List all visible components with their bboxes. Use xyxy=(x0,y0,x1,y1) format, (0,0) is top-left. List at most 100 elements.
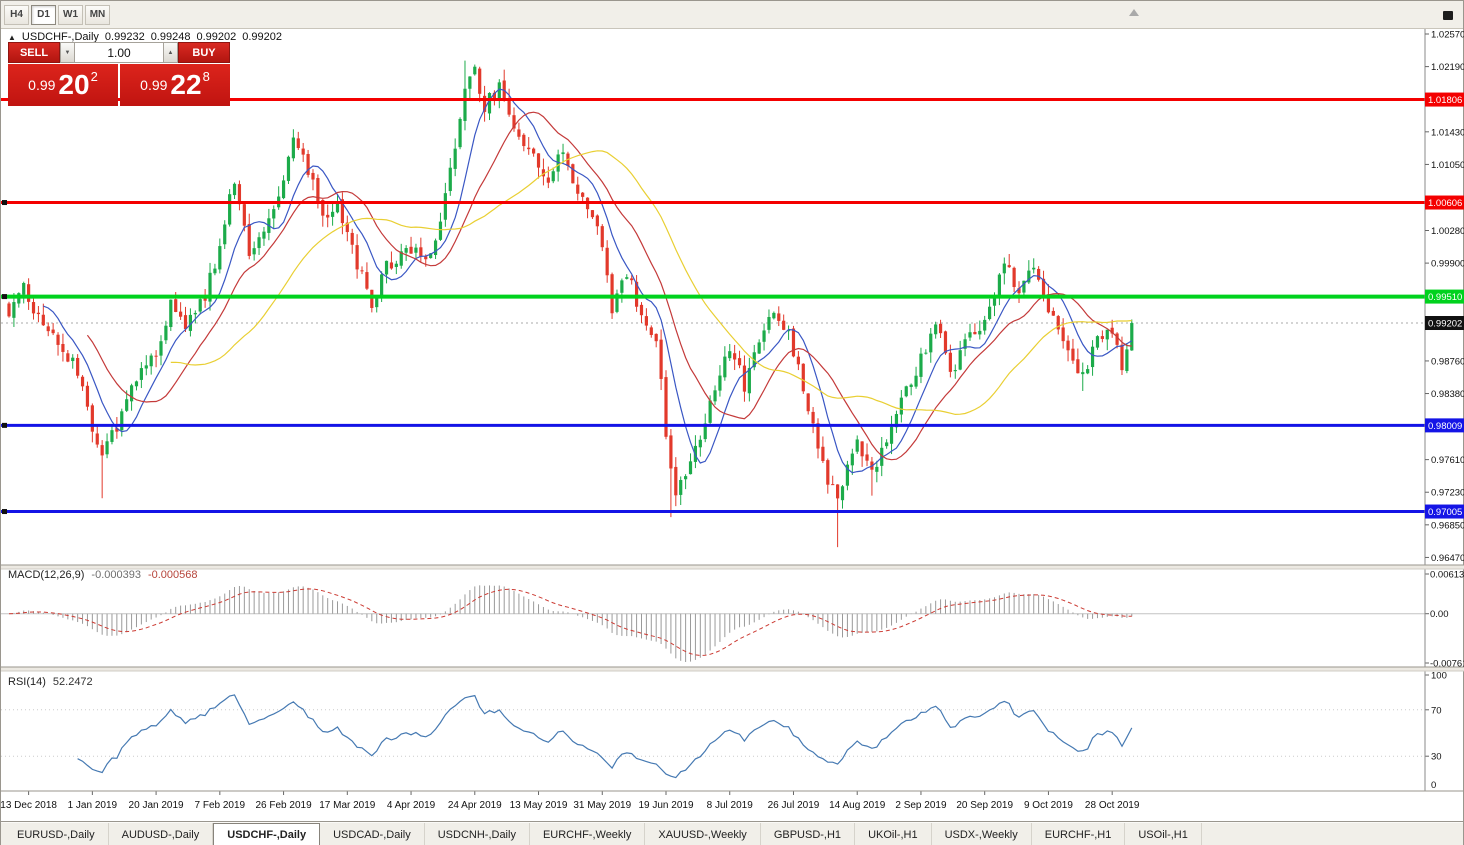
tab-ukoil-h1[interactable]: UKOil-,H1 xyxy=(855,823,932,845)
chart-shift-marker-icon[interactable] xyxy=(1129,9,1139,16)
sell-button[interactable]: SELL xyxy=(8,42,60,63)
macd-signal-line xyxy=(8,588,1132,656)
window-icon xyxy=(1443,10,1453,20)
open-value: 0.99232 xyxy=(104,31,145,43)
svg-text:2 Sep 2019: 2 Sep 2019 xyxy=(895,800,947,811)
tab-eurusd-daily[interactable]: EURUSD-,Daily xyxy=(4,823,109,845)
svg-text:0.98009: 0.98009 xyxy=(1428,421,1462,432)
volume-increase-button[interactable]: ▲ xyxy=(163,42,178,63)
rsi-value: 52.2472 xyxy=(52,676,93,688)
tab-usdcad-daily[interactable]: USDCAD-,Daily xyxy=(320,823,425,845)
svg-text:1.02570: 1.02570 xyxy=(1431,30,1464,41)
macd-label: MACD(12,26,9) -0.000393 -0.000568 xyxy=(8,569,198,581)
volume-decrease-button[interactable]: ▼ xyxy=(60,42,75,63)
one-click-controls: SELL ▼ ▲ BUY xyxy=(8,42,230,63)
tab-eurchf-h1[interactable]: EURCHF-,H1 xyxy=(1032,823,1126,845)
window-menu-button[interactable] xyxy=(1439,6,1457,24)
svg-text:100: 100 xyxy=(1431,671,1447,682)
tab-eurchf-weekly[interactable]: EURCHF-,Weekly xyxy=(530,823,646,845)
high-value: 0.99248 xyxy=(150,31,191,43)
svg-text:1.01430: 1.01430 xyxy=(1431,127,1464,138)
ma-34-line xyxy=(170,150,1132,416)
svg-text:17 Mar 2019: 17 Mar 2019 xyxy=(319,800,376,811)
chart-ohlc-line: ▲ USDCHF-,Daily 0.99232 0.99248 0.99202 … xyxy=(8,31,282,43)
chart-tabbar: EURUSD-,Daily AUDUSD-,Daily USDCHF-,Dail… xyxy=(1,822,1463,845)
svg-text:1 Jan 2019: 1 Jan 2019 xyxy=(68,800,118,811)
svg-text:0.96850: 0.96850 xyxy=(1431,520,1464,531)
svg-text:20 Sep 2019: 20 Sep 2019 xyxy=(956,800,1013,811)
main-price-pane xyxy=(1,60,1425,548)
tabbar-spacer xyxy=(1202,823,1463,845)
svg-text:30: 30 xyxy=(1431,752,1442,763)
rsi-indicator-name: RSI(14) xyxy=(8,676,46,688)
svg-text:31 May 2019: 31 May 2019 xyxy=(573,800,631,811)
triangle-up-icon: ▲ xyxy=(8,32,16,42)
macd-pane: 0.00613 0.00 -0.00761 xyxy=(1,570,1464,670)
svg-text:7 Feb 2019: 7 Feb 2019 xyxy=(195,800,246,811)
timeframe-w1-button[interactable]: W1 xyxy=(58,4,83,25)
buy-price-point: 8 xyxy=(202,69,210,84)
low-value: 0.99202 xyxy=(196,31,237,43)
tab-usoil-h1[interactable]: USOil-,H1 xyxy=(1125,823,1202,845)
rsi-pane: 100 70 30 0 xyxy=(1,671,1447,792)
chevron-up-icon: ▲ xyxy=(167,49,174,56)
svg-text:0.99900: 0.99900 xyxy=(1431,259,1464,270)
close-value: 0.99202 xyxy=(242,31,282,43)
svg-text:0.99510: 0.99510 xyxy=(1428,292,1462,303)
svg-text:13 Dec 2018: 13 Dec 2018 xyxy=(1,800,57,811)
tab-usdchf-daily[interactable]: USDCHF-,Daily xyxy=(213,823,321,845)
svg-text:1.01050: 1.01050 xyxy=(1431,160,1464,171)
ma-8-line xyxy=(43,88,1133,474)
svg-text:0.98380: 0.98380 xyxy=(1431,389,1464,400)
timeframe-toolbar: H4 D1 W1 MN xyxy=(1,1,1463,29)
macd-value: -0.000393 xyxy=(91,569,141,581)
price-axis: 1.02570 1.02190 1.01430 1.01050 1.00280 0.999… xyxy=(1424,29,1464,791)
buy-price-prefix: 0.99 xyxy=(140,77,168,93)
chart-region: 0.00613 0.00 -0.00761 100 70 30 0 1.02570 1.0219… xyxy=(1,29,1464,822)
buy-button[interactable]: BUY xyxy=(178,42,230,63)
sell-price-display[interactable]: 0.99 20 2 xyxy=(8,64,118,106)
svg-text:0.96470: 0.96470 xyxy=(1431,553,1464,564)
svg-text:26 Feb 2019: 26 Feb 2019 xyxy=(255,800,312,811)
timeframe-mn-button[interactable]: MN xyxy=(85,4,110,25)
chevron-down-icon: ▼ xyxy=(64,49,71,56)
svg-text:0.00613: 0.00613 xyxy=(1430,570,1464,581)
svg-text:-0.00761: -0.00761 xyxy=(1430,659,1464,670)
svg-text:4 Apr 2019: 4 Apr 2019 xyxy=(387,800,436,811)
tab-usdcnh-daily[interactable]: USDCNH-,Daily xyxy=(425,823,530,845)
tab-gbpusd-h1[interactable]: GBPUSD-,H1 xyxy=(761,823,856,845)
svg-text:13 May 2019: 13 May 2019 xyxy=(510,800,568,811)
svg-text:9 Oct 2019: 9 Oct 2019 xyxy=(1024,800,1073,811)
macd-histogram xyxy=(13,585,1133,663)
candles xyxy=(7,60,1134,548)
rsi-label: RSI(14) 52.2472 xyxy=(8,676,93,688)
svg-text:19 Jun 2019: 19 Jun 2019 xyxy=(638,800,693,811)
macd-signal-value: -0.000568 xyxy=(147,569,198,581)
svg-text:0.97610: 0.97610 xyxy=(1431,455,1464,466)
macd-indicator-name: MACD(12,26,9) xyxy=(8,569,85,581)
svg-text:28 Oct 2019: 28 Oct 2019 xyxy=(1085,800,1140,811)
date-axis: 13 Dec 2018 1 Jan 2019 20 Jan 2019 7 Feb 20… xyxy=(1,791,1140,811)
svg-text:26 Jul 2019: 26 Jul 2019 xyxy=(768,800,820,811)
buy-price-display[interactable]: 0.99 22 8 xyxy=(120,64,230,106)
svg-text:14 Aug 2019: 14 Aug 2019 xyxy=(829,800,886,811)
svg-text:0.97230: 0.97230 xyxy=(1431,488,1464,499)
timeframe-h4-button[interactable]: H4 xyxy=(4,4,29,25)
svg-text:1.00606: 1.00606 xyxy=(1428,198,1462,209)
rsi-line xyxy=(77,694,1133,779)
tab-xauusd-weekly[interactable]: XAUUSD-,Weekly xyxy=(645,823,761,845)
svg-text:0.98760: 0.98760 xyxy=(1431,356,1464,367)
tab-audusd-daily[interactable]: AUDUSD-,Daily xyxy=(109,823,214,845)
sell-price-pips: 20 xyxy=(58,69,90,100)
volume-input[interactable] xyxy=(75,42,163,63)
tab-usdx-weekly[interactable]: USDX-,Weekly xyxy=(932,823,1032,845)
svg-text:1.02190: 1.02190 xyxy=(1431,62,1464,73)
svg-text:0: 0 xyxy=(1431,780,1436,791)
svg-text:1.01806: 1.01806 xyxy=(1428,95,1462,106)
svg-text:0.97005: 0.97005 xyxy=(1428,507,1462,518)
svg-text:20 Jan 2019: 20 Jan 2019 xyxy=(129,800,184,811)
timeframe-d1-button[interactable]: D1 xyxy=(31,4,56,25)
